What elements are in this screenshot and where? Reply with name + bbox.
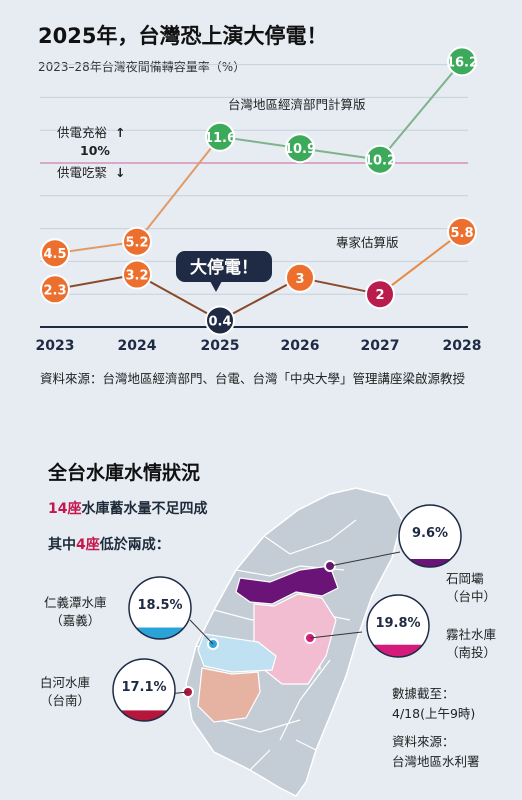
series-1-point: 2.3 <box>40 274 70 305</box>
series-1-point: 3 <box>285 262 315 293</box>
data-label: 10.2 <box>364 154 396 169</box>
x-axis-ticks: 2023 2024 2025 2026 2027 2028 <box>36 338 482 354</box>
reservoir-line1: 14座水庫蓄水量不足四成 <box>48 501 208 517</box>
reservoir-name-2: 霧社水庫 （南投） <box>446 627 497 660</box>
gauge-fill <box>129 627 191 639</box>
reservoir-source: 資料來源： 台灣地區水利署 <box>392 734 480 769</box>
data-label: 4.5 <box>43 247 66 262</box>
series-0-point: 4.5 <box>40 238 70 269</box>
data-label: 5.2 <box>125 236 148 251</box>
series-0-point: 5.2 <box>122 226 152 257</box>
x-tick-label: 2025 <box>201 338 240 354</box>
x-tick-label: 2026 <box>281 338 320 354</box>
gauge-value: 17.1% <box>121 680 166 695</box>
x-tick-label: 2023 <box>36 338 75 354</box>
data-label: 3.2 <box>125 269 148 284</box>
blackout-label: 大停電！ <box>190 257 258 278</box>
series-0-point: 10.9 <box>284 133 316 164</box>
x-tick-label: 2027 <box>361 338 400 354</box>
gauge-value: 18.5% <box>137 598 182 613</box>
x-tick-label: 2028 <box>443 338 482 354</box>
chart-subtitle: 2023–28年台灣夜間備轉容量率（%） <box>38 60 246 74</box>
reservoir-name-1: 仁義潭水庫 （嘉義） <box>44 595 107 628</box>
series-0-segment <box>136 136 221 243</box>
down-arrow-icon: ↓ <box>114 165 126 180</box>
series-0-point: 11.6 <box>204 121 236 152</box>
data-label: 0.4 <box>208 314 231 329</box>
series-1-point: 3.2 <box>122 259 152 290</box>
series-0-point: 10.2 <box>364 144 396 175</box>
data-label: 16.2 <box>446 55 478 70</box>
x-tick-label: 2024 <box>118 338 157 354</box>
series-0-segment <box>379 60 463 161</box>
series-0-point: 16.2 <box>446 46 478 77</box>
gauge-3: 17.1% <box>112 658 176 722</box>
gauge-fill <box>113 710 175 721</box>
up-arrow-icon: ↑ <box>114 125 126 140</box>
gauge-fill <box>367 644 429 657</box>
gauge-1: 18.5% <box>128 576 192 640</box>
series-label-government: 台灣地區經濟部門計算版 <box>228 97 366 112</box>
chart-title: 2025年，台灣恐上演大停電！ <box>38 24 328 48</box>
line-chart: 4.5 5.2 11.6 10.9 10.2 16.2 2.3 3.2 0.4 3 2 5.8 202… <box>36 46 482 354</box>
gauge-0: 9.6% <box>398 504 462 568</box>
reservoir-title: 全台水庫水情狀況 <box>48 462 201 484</box>
series-1-point: 5.8 <box>447 216 477 247</box>
data-label: 2 <box>375 288 384 303</box>
gauge-value: 19.8% <box>375 616 420 631</box>
tight-label: 供電吃緊 ↓ <box>57 165 126 180</box>
region-taichung <box>235 565 339 605</box>
series-1-point: 0.4 <box>205 305 235 336</box>
reservoir-name-0: 石岡壩 （台中） <box>446 571 497 604</box>
data-label: 3 <box>295 272 304 287</box>
data-label: 5.8 <box>450 226 473 241</box>
data-as-of: 數據截至： 4/18(上午9時) <box>392 686 476 721</box>
gauge-2: 19.8% <box>366 594 430 658</box>
series-1-segment <box>379 231 463 295</box>
enough-label: 供電充裕 ↑ <box>57 125 126 140</box>
data-label: 10.9 <box>284 142 316 157</box>
gauge-fill <box>399 559 461 567</box>
series-1-segment <box>219 276 301 322</box>
region-tainan <box>197 667 261 723</box>
series-markers: 4.5 5.2 11.6 10.9 10.2 16.2 2.3 3.2 0.4 3 2 5.8 <box>40 46 478 336</box>
taiwan-map: 9.6% 18.5% 19.8% 17.1% <box>112 487 462 797</box>
reservoir-name-3: 白河水庫 （台南） <box>40 675 91 708</box>
chart-grid <box>40 64 468 328</box>
threshold-label: 10% <box>80 143 110 158</box>
series-1-segment <box>136 273 221 322</box>
blackout-callout: 大停電！ <box>176 251 272 292</box>
reservoir-gauges: 9.6% 18.5% 19.8% 17.1% <box>112 504 462 722</box>
series-1-point: 2 <box>365 279 395 310</box>
reservoir-line2: 其中4座低於兩成： <box>48 537 170 553</box>
chart-source: 資料來源：台灣地區經濟部門、台電、台灣「中央大學」管理講座梁啟源教授 <box>40 371 466 386</box>
gauge-value: 9.6% <box>412 526 448 541</box>
data-label: 11.6 <box>204 131 236 146</box>
data-label: 2.3 <box>43 283 66 298</box>
series-label-expert: 專家估算版 <box>336 235 399 250</box>
